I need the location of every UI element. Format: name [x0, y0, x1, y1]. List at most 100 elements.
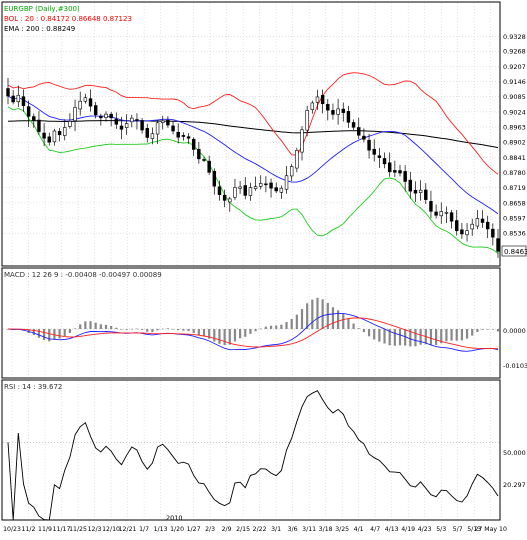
macd-histogram-bar — [429, 329, 433, 345]
candle-body — [124, 123, 129, 128]
candle-body — [259, 183, 263, 187]
candle-body — [176, 131, 180, 138]
macd-histogram-bar — [496, 329, 500, 332]
x-tick-label: 11/25 — [69, 526, 87, 533]
candle-body — [68, 121, 72, 127]
candle-body — [181, 135, 186, 137]
candle-body — [377, 155, 382, 158]
bollinger-lower-series — [7, 106, 499, 254]
candle-body — [83, 97, 88, 102]
price-tick-label: 0.8963 — [503, 124, 526, 132]
price-legend-symbol: EURGBP (Daily,#300) — [4, 5, 80, 13]
macd-histogram-bar — [342, 314, 345, 329]
macd-histogram-bar — [445, 329, 448, 342]
candle-body — [449, 212, 454, 222]
x-tick-label: 3/11 — [302, 526, 316, 533]
macd-histogram-bar — [290, 318, 293, 329]
macd-histogram-bar — [239, 329, 242, 339]
x-tick-label: 10/23 — [3, 526, 21, 533]
candle-body — [161, 120, 165, 123]
candle-body — [274, 187, 278, 192]
candle-body — [47, 136, 51, 143]
macd-histogram-bar — [218, 329, 221, 344]
macd-histogram-bar — [223, 329, 226, 346]
candle-body — [140, 120, 144, 131]
candle-body — [362, 135, 366, 140]
candle-body — [119, 125, 124, 130]
macd-histogram-bar — [409, 329, 412, 347]
candle-body — [73, 107, 77, 122]
candle-body — [109, 113, 113, 119]
macd-histogram-bar — [326, 302, 329, 329]
x-tick-label: 2/3 — [205, 526, 215, 533]
macd-histogram-bar — [285, 322, 288, 329]
macd-histogram-bar — [471, 329, 474, 336]
macd-histogram-bar — [306, 303, 309, 329]
candle-body — [295, 150, 299, 169]
macd-histogram-bar — [202, 329, 206, 337]
candle-body — [37, 119, 41, 132]
x-tick-label: 12/21 — [119, 526, 137, 533]
candle-body — [439, 211, 443, 217]
candle-body — [135, 119, 139, 121]
macd-histogram-bar — [151, 329, 154, 333]
price-legend-bollinger: BOL : 20 : 0.84172 0.86648 0.87123 — [4, 15, 132, 23]
macd-histogram-bar — [481, 329, 484, 330]
x-tick-label: 11/2 — [22, 526, 36, 533]
macd-histogram-bar — [388, 329, 391, 346]
x-tick-label: 2/9 — [222, 526, 232, 533]
x-tick-label: 4/7 — [370, 526, 380, 533]
candle-body — [88, 98, 93, 107]
macd-histogram-bar — [115, 327, 118, 329]
candle-body — [93, 105, 98, 116]
macd-histogram-bar — [192, 329, 195, 333]
x-tick-label: 12/3 — [88, 526, 102, 533]
candle-body — [222, 194, 227, 201]
candle-body — [248, 187, 253, 196]
candle-body — [341, 108, 345, 113]
macd-histogram-bar — [393, 329, 396, 346]
candle-body — [253, 186, 258, 189]
price-tick-label: 0.9268 — [503, 48, 526, 56]
x-tick-label: 3/25 — [335, 526, 349, 533]
macd-histogram-bar — [362, 329, 365, 333]
x-tick-label: 1/27 — [187, 526, 201, 533]
macd-histogram-bar — [476, 329, 479, 333]
macd-histogram-bar — [316, 297, 319, 329]
candle-body — [398, 170, 402, 174]
candle-body — [104, 113, 108, 118]
price-tick-label: 0.8902 — [503, 139, 526, 147]
macd-histogram-bar — [43, 329, 46, 340]
macd-histogram-bar — [352, 323, 355, 329]
macd-histogram-bar — [321, 299, 324, 329]
macd-histogram-bar — [213, 329, 216, 342]
macd-histogram-bar — [135, 328, 139, 330]
candle-body — [171, 125, 175, 132]
rsi-panel-frame — [1, 379, 501, 521]
macd-panel-frame — [1, 267, 501, 379]
macd-histogram-bar — [450, 329, 453, 341]
price-tick-label: 0.9207 — [503, 63, 526, 71]
candle-body — [300, 129, 304, 153]
candle-body — [207, 160, 211, 173]
candle-body — [279, 187, 284, 193]
macd-histogram-bar — [357, 328, 360, 329]
candle-body — [444, 211, 449, 214]
x-tick-label: 2/22 — [253, 526, 267, 533]
macd-histogram-bar — [491, 329, 494, 330]
candle-body — [186, 136, 191, 139]
price-tick-label: 0.8780 — [503, 169, 526, 177]
candle-body — [99, 115, 103, 119]
macd-histogram-bar — [404, 329, 407, 346]
price-tick-label: 0.8536 — [503, 230, 526, 238]
candle-body — [57, 131, 62, 136]
price-legend-ema: EMA : 200 : 0.88249 — [4, 25, 75, 33]
macd-histogram-bar — [269, 325, 273, 329]
bollinger-upper-series — [7, 72, 499, 175]
candle-body — [16, 94, 21, 103]
candle-body — [130, 117, 134, 123]
macd-histogram-bar — [156, 329, 159, 331]
macd-histogram-bar — [130, 328, 133, 330]
